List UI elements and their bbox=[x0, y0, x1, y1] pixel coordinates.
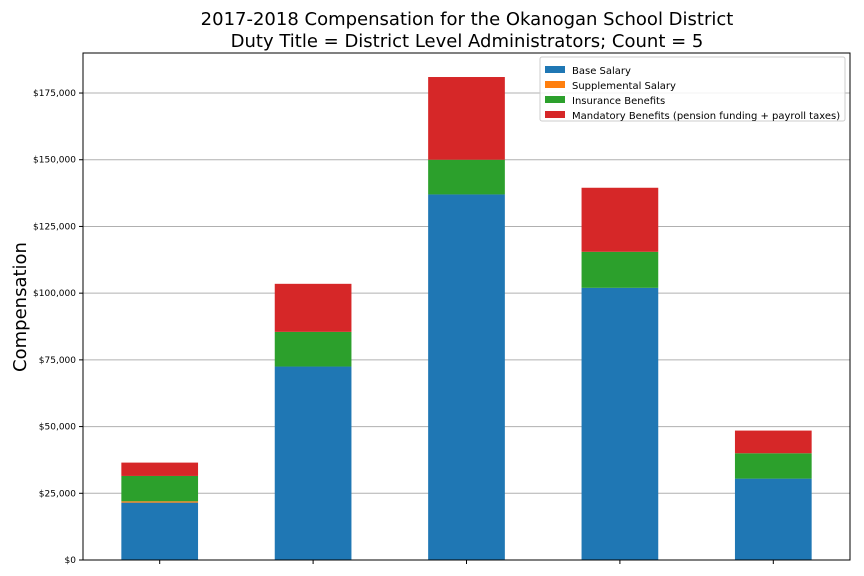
y-tick-label: $50,000 bbox=[39, 423, 76, 433]
bar-segment bbox=[274, 331, 352, 367]
y-tick-label: $150,000 bbox=[33, 156, 76, 166]
legend-label: Supplemental Salary bbox=[572, 81, 676, 92]
chart-title-line-2: Duty Title = District Level Administrato… bbox=[231, 31, 704, 52]
y-tick-label: $125,000 bbox=[33, 222, 76, 232]
y-tick-label: $175,000 bbox=[33, 89, 76, 99]
bar-segment bbox=[581, 251, 659, 288]
bar-segment bbox=[581, 187, 659, 252]
bar-segment bbox=[581, 287, 659, 560]
x-axis bbox=[159, 560, 774, 564]
legend-swatch bbox=[545, 111, 565, 118]
y-tick-label: $100,000 bbox=[33, 289, 76, 299]
bar-segment bbox=[121, 475, 199, 502]
bar-segment bbox=[274, 366, 352, 560]
y-axis-label: Compensation bbox=[10, 242, 31, 372]
bar-segment bbox=[121, 502, 199, 560]
bars-group bbox=[121, 77, 812, 560]
legend-label: Mandatory Benefits (pension funding + pa… bbox=[572, 111, 840, 122]
bar-segment bbox=[121, 501, 199, 503]
bar-segment bbox=[121, 462, 199, 476]
legend-swatch bbox=[545, 66, 565, 73]
y-tick-label: $75,000 bbox=[39, 356, 76, 366]
bar-segment bbox=[734, 478, 812, 560]
bar-segment bbox=[428, 77, 505, 160]
bar-segment bbox=[428, 159, 505, 195]
legend-label: Base Salary bbox=[572, 66, 631, 77]
y-tick-label: $0 bbox=[65, 556, 77, 566]
y-axis: $0 $25,000 $50,000 $75,000 $100,000 $125,000 $… bbox=[33, 89, 83, 566]
bar-segment bbox=[274, 283, 352, 332]
legend-label: Insurance Benefits bbox=[572, 96, 665, 107]
legend: Base Salary Supplemental Salary Insurance … bbox=[539, 56, 846, 122]
bar-segment bbox=[734, 430, 812, 454]
chart-title-line-1: 2017-2018 Compensation for the Okanogan … bbox=[201, 9, 734, 30]
legend-swatch bbox=[545, 81, 565, 88]
bar-segment bbox=[734, 453, 812, 479]
legend-swatch bbox=[545, 96, 565, 103]
bar-segment bbox=[428, 194, 505, 560]
legend-box bbox=[539, 56, 846, 122]
y-tick-label: $25,000 bbox=[39, 489, 76, 499]
